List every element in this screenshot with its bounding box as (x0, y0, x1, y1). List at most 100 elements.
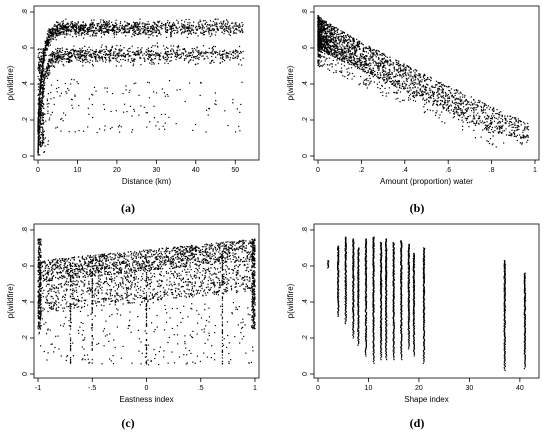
data-point (133, 34, 135, 36)
data-point (81, 31, 83, 34)
data-point (208, 47, 210, 49)
data-point (46, 66, 48, 68)
data-point (439, 104, 441, 106)
data-point (319, 44, 322, 46)
data-point (38, 133, 40, 136)
data-point (43, 84, 46, 86)
data-point (177, 21, 179, 23)
data-point (432, 110, 434, 112)
data-point (394, 81, 396, 83)
data-point (58, 32, 61, 34)
data-point (335, 70, 337, 72)
data-point (135, 22, 137, 24)
data-point (42, 130, 44, 132)
data-point (106, 87, 108, 89)
data-point (341, 50, 343, 52)
data-point (133, 110, 136, 112)
data-point (380, 91, 382, 94)
data-point (59, 24, 61, 26)
data-point (344, 39, 346, 41)
data-point (62, 25, 64, 27)
data-point (342, 31, 344, 34)
data-point (180, 28, 182, 31)
data-point (124, 21, 126, 23)
data-point (39, 123, 41, 125)
data-point (356, 60, 358, 62)
data-point (172, 49, 174, 51)
data-point (39, 103, 41, 106)
data-point (437, 87, 439, 89)
data-point (319, 61, 321, 63)
data-point (40, 77, 43, 79)
data-point (50, 36, 52, 38)
data-point (132, 51, 134, 53)
data-point (158, 54, 160, 57)
data-point (47, 140, 49, 142)
data-point (439, 114, 441, 116)
data-point (318, 41, 320, 43)
data-point (84, 56, 87, 58)
data-point (78, 129, 80, 132)
data-point (320, 50, 322, 53)
data-point (441, 84, 443, 86)
data-point (444, 102, 447, 104)
data-point (198, 26, 200, 28)
data-point (473, 114, 475, 116)
data-point (344, 48, 347, 50)
data-point (40, 108, 42, 110)
data-point (403, 86, 405, 88)
data-point (88, 30, 91, 32)
data-point (159, 55, 161, 57)
data-point (61, 21, 63, 23)
data-point (320, 19, 322, 21)
data-point (414, 91, 416, 93)
data-point (42, 135, 44, 138)
data-point (41, 116, 43, 118)
x-tick-label: 0 (36, 167, 40, 174)
data-point (521, 143, 523, 145)
data-point (83, 30, 85, 32)
data-point (40, 60, 43, 62)
data-point (139, 26, 141, 28)
data-point (235, 57, 237, 59)
data-point (432, 104, 434, 106)
data-point (408, 69, 410, 71)
data-point (39, 107, 41, 109)
data-point (366, 63, 368, 65)
data-point (39, 121, 41, 124)
data-point (61, 49, 64, 51)
data-point (66, 61, 68, 63)
data-point (503, 142, 505, 144)
data-point (448, 96, 450, 98)
data-point (418, 72, 420, 75)
data-point (412, 77, 414, 79)
data-point (136, 29, 138, 31)
data-point (458, 118, 460, 121)
data-point (116, 23, 118, 26)
data-point (162, 45, 165, 47)
data-point (513, 135, 515, 138)
data-point (201, 23, 203, 25)
data-point (333, 56, 335, 58)
data-point (43, 90, 45, 92)
data-point (69, 52, 71, 54)
data-point (318, 16, 320, 18)
data-point (324, 30, 326, 32)
data-point (413, 91, 415, 93)
data-point (80, 26, 82, 28)
data-point (44, 73, 46, 75)
data-point (361, 68, 363, 70)
data-point (111, 27, 114, 30)
data-point (91, 49, 94, 51)
data-point (495, 112, 497, 115)
data-point (187, 33, 190, 35)
data-point (378, 69, 380, 71)
data-point (464, 117, 466, 119)
data-point (447, 86, 449, 88)
data-point (123, 26, 125, 28)
data-point (38, 104, 41, 106)
data-point (370, 56, 372, 59)
data-point (108, 23, 111, 25)
data-point (343, 51, 345, 53)
data-point (448, 85, 450, 88)
